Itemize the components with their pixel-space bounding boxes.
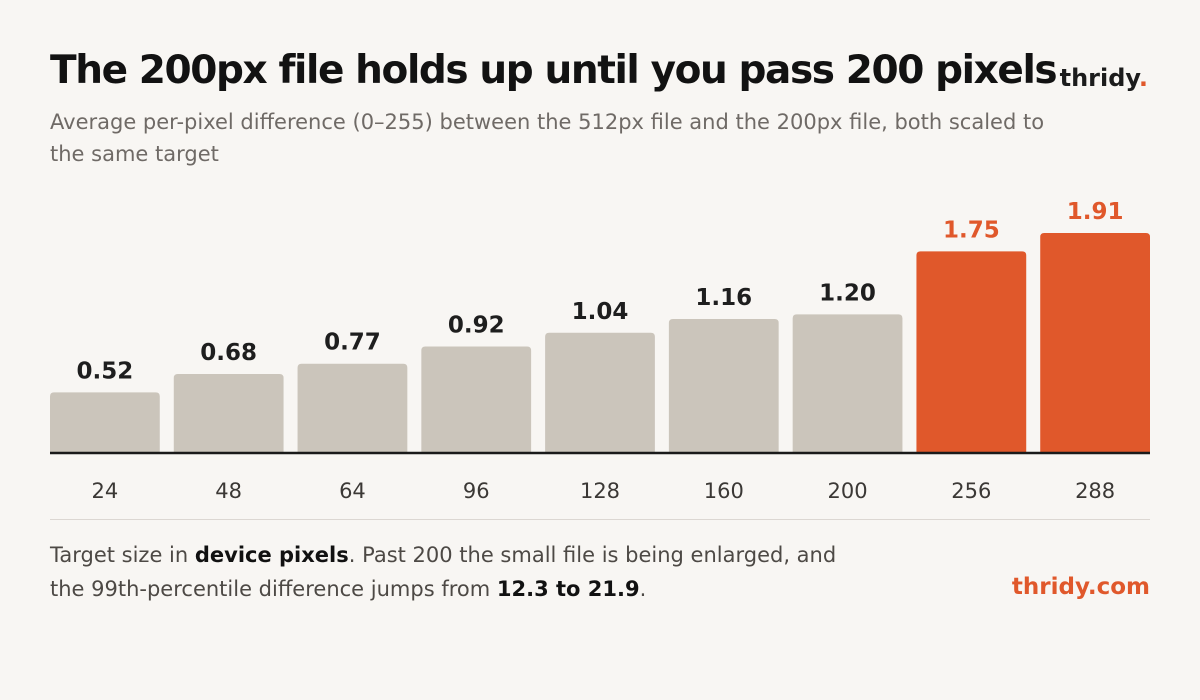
bar-160 (668, 318, 779, 452)
x-tick-label-256: 256 (951, 479, 991, 503)
bar-288 (1040, 233, 1150, 452)
x-tick-label-64: 64 (339, 479, 366, 503)
footnote-text-1: Target size in (50, 543, 195, 567)
value-label-288: 1.91 (1067, 199, 1124, 225)
footnote-emphasis-1: device pixels (194, 543, 349, 567)
value-label-200: 1.20 (819, 280, 876, 306)
x-tick-label-128: 128 (580, 479, 620, 503)
x-tick-label-160: 160 (704, 479, 744, 503)
chart-title: The 200px file holds up until you pass 2… (50, 48, 1058, 93)
chart-subtitle: Average per-pixel difference (0–255) bet… (50, 110, 1045, 166)
brand-name: thridy (1059, 64, 1139, 92)
x-tick-label-200: 200 (828, 479, 868, 503)
footnote-text-2: . Past 200 the small file is being enlar… (50, 543, 837, 601)
value-label-96: 0.92 (448, 313, 505, 339)
footnote: Target size in device pixels. Past 200 t… (50, 538, 840, 606)
bar-96 (421, 346, 532, 452)
brand-logo: thridy. (1060, 64, 1148, 92)
site-link[interactable]: thridy.com (1011, 574, 1150, 600)
bar-24 (50, 392, 160, 452)
value-label-128: 1.04 (572, 299, 629, 325)
x-tick-label-96: 96 (463, 479, 490, 503)
bar-128 (545, 332, 655, 452)
value-label-64: 0.77 (324, 330, 381, 356)
bar-64 (297, 363, 408, 452)
bar-256 (916, 251, 1027, 452)
bar-48 (173, 374, 284, 452)
value-label-48: 0.68 (200, 340, 257, 366)
value-label-256: 1.75 (943, 217, 1000, 243)
value-label-24: 0.52 (77, 358, 134, 384)
footnote-text-3: . (639, 577, 647, 601)
bar-200 (792, 314, 903, 452)
x-tick-label-288: 288 (1075, 479, 1115, 503)
x-tick-label-48: 48 (215, 479, 242, 503)
footnote-emphasis-2: 12.3 to 21.9 (496, 577, 640, 601)
footer-divider (50, 519, 1150, 520)
brand-dot: . (1138, 64, 1148, 92)
value-label-160: 1.16 (695, 285, 752, 311)
x-tick-label-24: 24 (92, 479, 119, 503)
